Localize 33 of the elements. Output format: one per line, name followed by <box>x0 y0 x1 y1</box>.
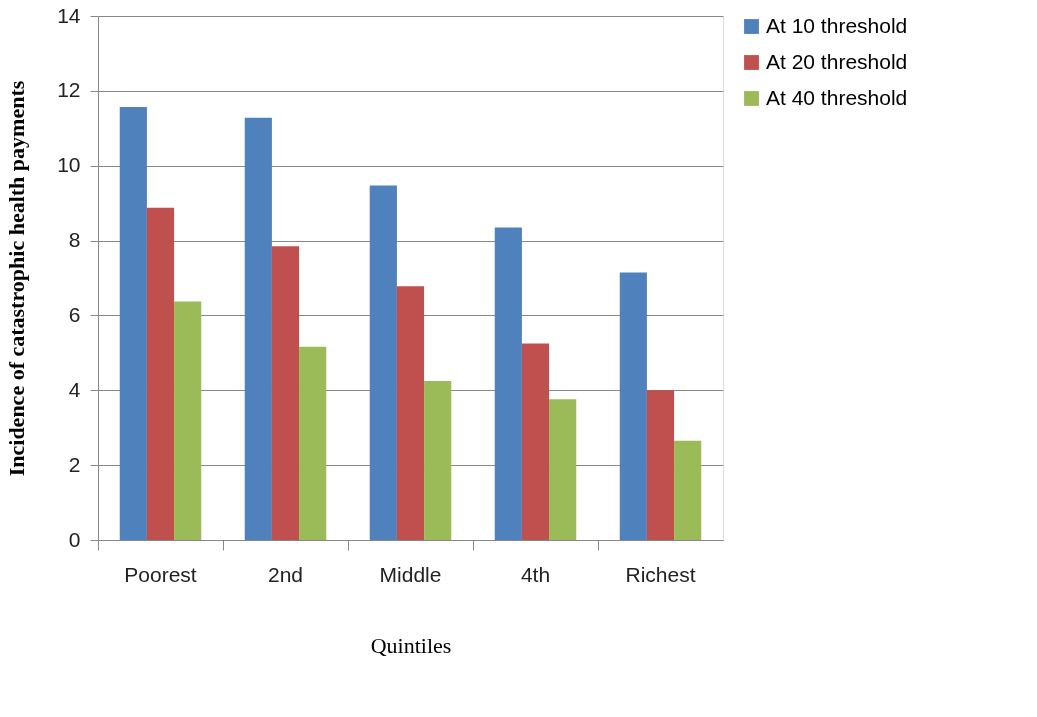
bar <box>271 246 300 540</box>
bar <box>549 399 577 540</box>
legend-label: At 20 threshold <box>766 49 908 73</box>
bar <box>244 117 272 540</box>
y-tick-label: 12 <box>57 78 81 102</box>
bar <box>619 272 647 540</box>
y-tick-label: 6 <box>68 302 81 326</box>
bar <box>494 227 522 540</box>
x-tick-label: Richest <box>625 562 696 586</box>
y-axis-title: Incidence of catastrophic health payments <box>4 80 30 477</box>
bar <box>521 343 550 540</box>
bar <box>646 390 675 540</box>
x-tick-label: Middle <box>379 562 442 586</box>
y-tick-label: 8 <box>68 228 81 252</box>
x-axis-title: Quintiles <box>370 632 452 658</box>
legend-label: At 40 threshold <box>766 85 908 109</box>
y-tick-label: 10 <box>57 153 81 177</box>
y-tick-label: 14 <box>57 3 81 27</box>
y-tick-label: 0 <box>68 527 81 551</box>
x-tick-label: Poorest <box>124 562 197 586</box>
bar <box>396 286 425 540</box>
bar <box>299 346 327 540</box>
legend-label: At 10 threshold <box>766 13 908 37</box>
bar <box>174 301 202 540</box>
bar <box>674 440 702 540</box>
x-tick-label: 2nd <box>267 562 304 586</box>
bar <box>119 106 147 540</box>
bar <box>146 207 175 540</box>
bar <box>369 185 397 540</box>
bar <box>424 380 452 540</box>
y-tick-label: 4 <box>68 377 81 401</box>
y-tick-label: 2 <box>68 452 81 476</box>
x-tick-label: 4th <box>520 562 551 586</box>
